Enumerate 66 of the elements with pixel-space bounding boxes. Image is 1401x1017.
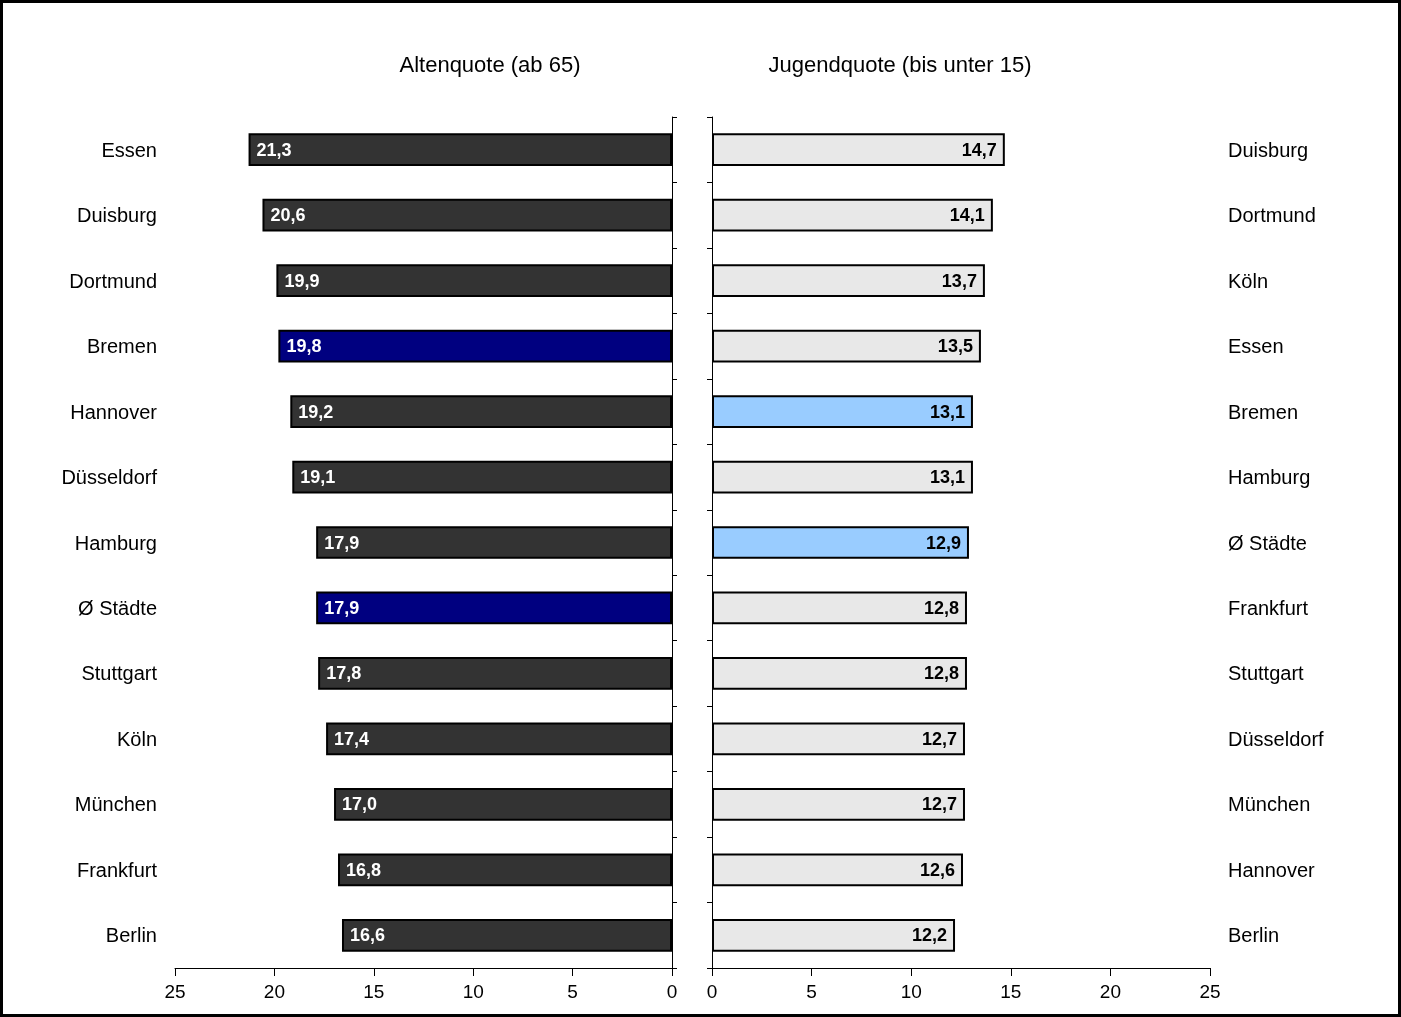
x-tick-label: 0 xyxy=(706,981,718,1002)
data-label: 17,9 xyxy=(324,597,360,618)
data-label: 17,8 xyxy=(326,663,362,684)
y-tick-label: Bremen xyxy=(1228,400,1299,423)
y-tick-label: Berlin xyxy=(105,924,157,947)
y-tick-label: Dortmund xyxy=(1228,204,1316,227)
data-label: 12,9 xyxy=(925,532,961,553)
y-tick-label: Düsseldorf xyxy=(1228,727,1325,750)
x-tick-label: 10 xyxy=(900,981,922,1002)
x-tick-label: 0 xyxy=(666,981,678,1002)
y-tick-label: Ø Städte xyxy=(78,596,157,619)
y-tick-label: Berlin xyxy=(1228,924,1280,947)
data-label: 14,1 xyxy=(949,205,985,226)
data-label: 12,6 xyxy=(919,859,955,880)
y-tick-label: Hamburg xyxy=(74,531,157,554)
data-label: 20,6 xyxy=(270,205,306,226)
data-label: 16,8 xyxy=(346,859,382,880)
data-label: 19,9 xyxy=(284,270,320,291)
data-label: 13,1 xyxy=(929,401,965,422)
y-tick-label: München xyxy=(74,793,157,816)
data-label: 21,3 xyxy=(256,139,292,160)
data-label: 12,8 xyxy=(923,597,959,618)
y-tick-label: Essen xyxy=(101,138,157,161)
data-label: 12,2 xyxy=(911,925,948,946)
y-tick-label: Bremen xyxy=(86,335,157,358)
data-label: 16,6 xyxy=(349,925,386,946)
x-tick-label: 5 xyxy=(806,981,817,1002)
x-tick-label: 25 xyxy=(164,981,186,1002)
data-label: 13,5 xyxy=(937,336,973,357)
y-tick-label: München xyxy=(1228,793,1311,816)
y-tick-label: Hamburg xyxy=(1228,466,1311,489)
y-tick-label: Frankfurt xyxy=(76,858,158,881)
data-label: 12,7 xyxy=(921,794,957,815)
data-label: 19,1 xyxy=(300,467,336,488)
x-tick-label: 10 xyxy=(462,981,484,1002)
x-tick-label: 20 xyxy=(263,981,285,1002)
x-tick-label: 15 xyxy=(363,981,385,1002)
y-tick-label: Stuttgart xyxy=(1228,662,1305,685)
data-label: 17,4 xyxy=(334,728,370,749)
chart-title: Jugendquote (bis unter 15) xyxy=(768,51,1032,77)
y-tick-label: Köln xyxy=(116,727,157,750)
y-tick-label: Hannover xyxy=(70,400,158,423)
data-label: 19,8 xyxy=(286,336,322,357)
data-label: 12,7 xyxy=(921,728,957,749)
data-label: 13,1 xyxy=(929,467,965,488)
y-tick-label: Köln xyxy=(1228,269,1269,292)
y-tick-label: Duisburg xyxy=(76,204,157,227)
y-tick-label: Dortmund xyxy=(69,269,157,292)
y-tick-label: Duisburg xyxy=(1228,138,1309,161)
y-tick-label: Frankfurt xyxy=(1228,596,1309,619)
y-tick-label: Hannover xyxy=(1228,858,1316,881)
data-label: 17,9 xyxy=(324,532,360,553)
data-label: 12,8 xyxy=(923,663,959,684)
data-label: 19,2 xyxy=(298,401,334,422)
x-tick-label: 25 xyxy=(1199,981,1221,1002)
y-tick-label: Düsseldorf xyxy=(61,466,158,489)
y-tick-label: Ø Städte xyxy=(1228,531,1307,554)
y-tick-label: Essen xyxy=(1228,335,1284,358)
data-label: 17,0 xyxy=(342,794,378,815)
data-label: 14,7 xyxy=(961,139,997,160)
x-tick-label: 20 xyxy=(1099,981,1121,1002)
y-tick-label: Stuttgart xyxy=(81,662,158,685)
data-label: 13,7 xyxy=(941,270,977,291)
x-tick-label: 15 xyxy=(1000,981,1022,1002)
chart-title: Altenquote (ab 65) xyxy=(399,51,581,77)
x-tick-label: 5 xyxy=(567,981,578,1002)
